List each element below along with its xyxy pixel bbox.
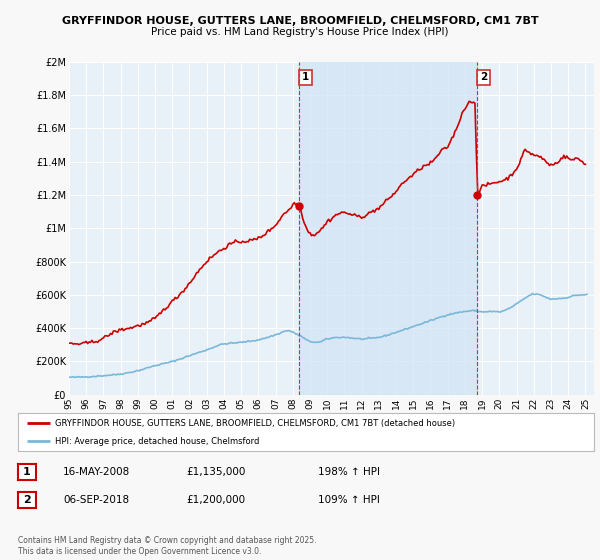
- Text: Contains HM Land Registry data © Crown copyright and database right 2025.
This d: Contains HM Land Registry data © Crown c…: [18, 536, 317, 556]
- Text: GRYFFINDOR HOUSE, GUTTERS LANE, BROOMFIELD, CHELMSFORD, CM1 7BT: GRYFFINDOR HOUSE, GUTTERS LANE, BROOMFIE…: [62, 16, 538, 26]
- Text: £1,200,000: £1,200,000: [186, 494, 245, 505]
- Text: 2: 2: [23, 495, 31, 505]
- Text: HPI: Average price, detached house, Chelmsford: HPI: Average price, detached house, Chel…: [55, 437, 260, 446]
- Bar: [299, 62, 478, 395]
- Text: 06-SEP-2018: 06-SEP-2018: [63, 494, 129, 505]
- Text: £1,135,000: £1,135,000: [186, 466, 245, 477]
- Text: 109% ↑ HPI: 109% ↑ HPI: [318, 494, 380, 505]
- Text: GRYFFINDOR HOUSE, GUTTERS LANE, BROOMFIELD, CHELMSFORD, CM1 7BT (detached house): GRYFFINDOR HOUSE, GUTTERS LANE, BROOMFIE…: [55, 419, 455, 428]
- Text: Price paid vs. HM Land Registry's House Price Index (HPI): Price paid vs. HM Land Registry's House …: [151, 27, 449, 37]
- Text: 2: 2: [480, 72, 487, 82]
- Text: 16-MAY-2008: 16-MAY-2008: [63, 466, 130, 477]
- Text: 198% ↑ HPI: 198% ↑ HPI: [318, 466, 380, 477]
- Text: 1: 1: [302, 72, 309, 82]
- Text: 1: 1: [23, 467, 31, 477]
